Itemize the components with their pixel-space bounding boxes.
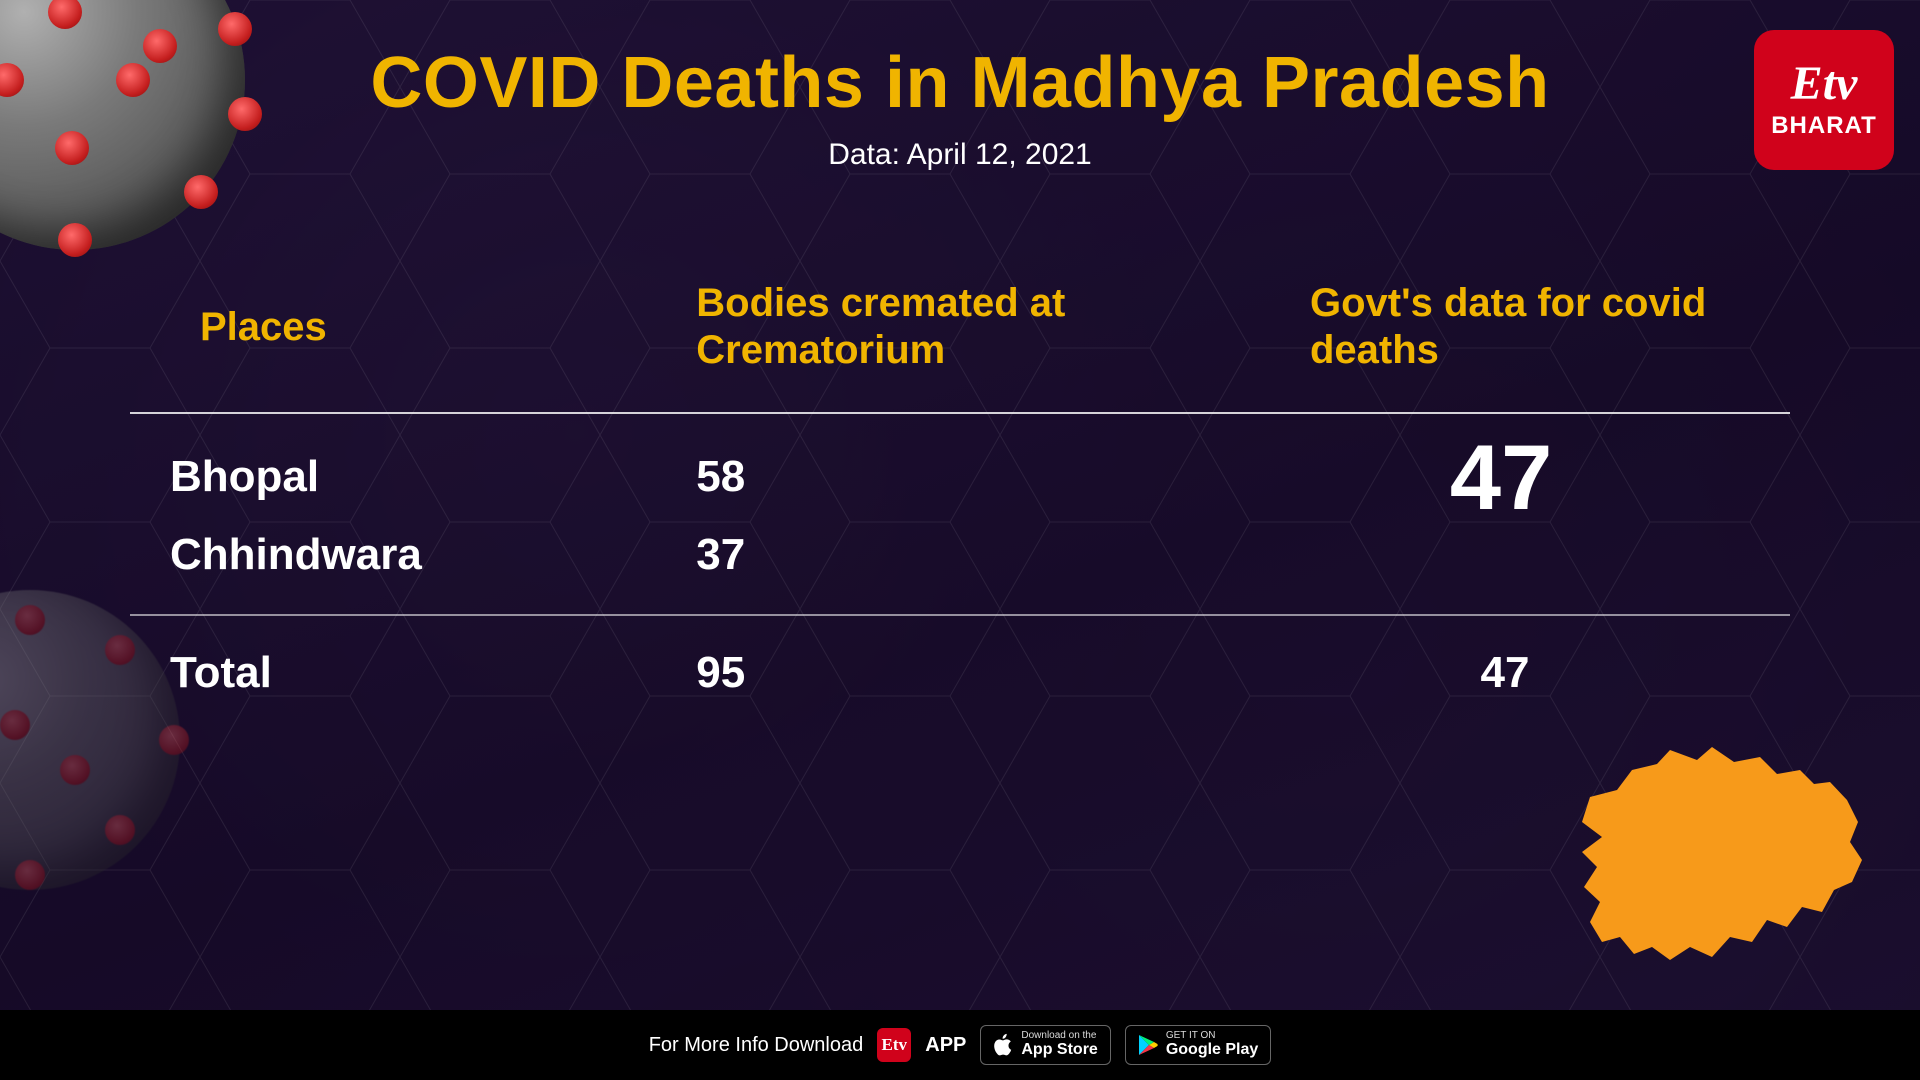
data-table: Places Bodies cremated at Crematorium Go… (130, 280, 1790, 712)
col-header-govt: Govt's data for covid deaths (1250, 280, 1790, 374)
page-title: COVID Deaths in Madhya Pradesh (0, 42, 1920, 124)
table-divider-bottom (130, 614, 1790, 616)
play-small: GET IT ON (1166, 1031, 1258, 1042)
govt-big-number: 47 (1242, 426, 1790, 531)
col-header-places: Places (170, 304, 684, 351)
col-header-cremated: Bodies cremated at Crematorium (684, 280, 1250, 374)
googleplay-badge[interactable]: GET IT ON Google Play (1125, 1025, 1271, 1064)
cell-cremated: 58 (684, 452, 1250, 502)
footer-mini-logo: Etv (877, 1028, 911, 1062)
play-big: Google Play (1166, 1042, 1258, 1059)
appstore-big: App Store (1021, 1042, 1097, 1059)
cell-total-label: Total (170, 648, 684, 698)
table-total-row: Total 95 47 (130, 634, 1790, 712)
table-header: Places Bodies cremated at Crematorium Go… (130, 280, 1790, 404)
appstore-badge[interactable]: Download on the App Store (980, 1025, 1110, 1064)
cell-cremated: 37 (684, 530, 1250, 580)
footer-text: For More Info Download (649, 1034, 864, 1057)
cell-place: Chhindwara (170, 530, 684, 580)
table-divider-top (130, 412, 1790, 414)
infographic-canvas: Etv Bharat COVID Deaths in Madhya Prades… (0, 0, 1920, 1080)
footer-bar: For More Info Download Etv APP Download … (0, 1010, 1920, 1080)
cell-total-cremated: 95 (684, 648, 1250, 698)
mp-map-icon (1562, 742, 1872, 972)
cell-place: Bhopal (170, 452, 684, 502)
play-icon (1138, 1034, 1158, 1056)
cell-total-govt: 47 (1250, 648, 1790, 698)
footer-app-label: APP (925, 1034, 966, 1057)
apple-icon (993, 1033, 1013, 1057)
appstore-small: Download on the (1021, 1031, 1097, 1042)
page-subtitle: Data: April 12, 2021 (0, 138, 1920, 172)
